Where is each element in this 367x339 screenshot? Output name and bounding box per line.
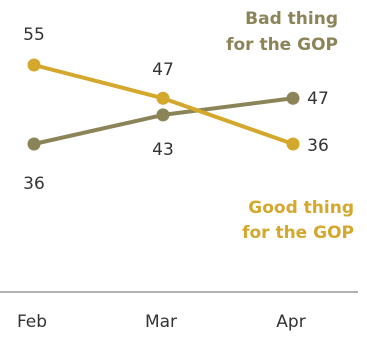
data-point-good-thing-for-the-gop-feb: [27, 58, 41, 72]
tick-layer: Feb Mar Apr: [17, 312, 306, 332]
series-label-good-thing-for-the-gop-line-1: Good thing: [248, 198, 354, 218]
data-label-bad-thing-for-the-gop-feb: 36: [23, 174, 45, 194]
data-label-bad-thing-for-the-gop-apr: 47: [307, 89, 329, 109]
x-tick-label-feb: Feb: [17, 312, 47, 332]
data-label-good-thing-for-the-gop-mar: 47: [152, 60, 174, 80]
data-label-bad-thing-for-the-gop-mar: 43: [152, 140, 174, 160]
series-label-bad-thing-for-the-gop-line-2: for the GOP: [226, 35, 338, 55]
label-layer: 36 43 47 Bad thing for the GOP 55 47 36 Good thi…: [23, 9, 354, 243]
series-layer: [27, 58, 300, 151]
data-label-good-thing-for-the-gop-feb: 55: [23, 25, 45, 45]
data-point-good-thing-for-the-gop-apr: [286, 137, 300, 151]
series-label-bad-thing-for-the-gop-line-1: Bad thing: [245, 9, 338, 29]
data-point-bad-thing-for-the-gop-mar: [156, 108, 170, 122]
data-point-good-thing-for-the-gop-mar: [156, 91, 170, 105]
x-tick-label-mar: Mar: [145, 312, 177, 332]
data-point-bad-thing-for-the-gop-apr: [286, 91, 300, 105]
x-tick-label-apr: Apr: [276, 312, 305, 332]
data-label-good-thing-for-the-gop-apr: 36: [307, 136, 329, 156]
series-label-good-thing-for-the-gop-line-2: for the GOP: [242, 223, 354, 243]
data-point-bad-thing-for-the-gop-feb: [27, 137, 41, 151]
